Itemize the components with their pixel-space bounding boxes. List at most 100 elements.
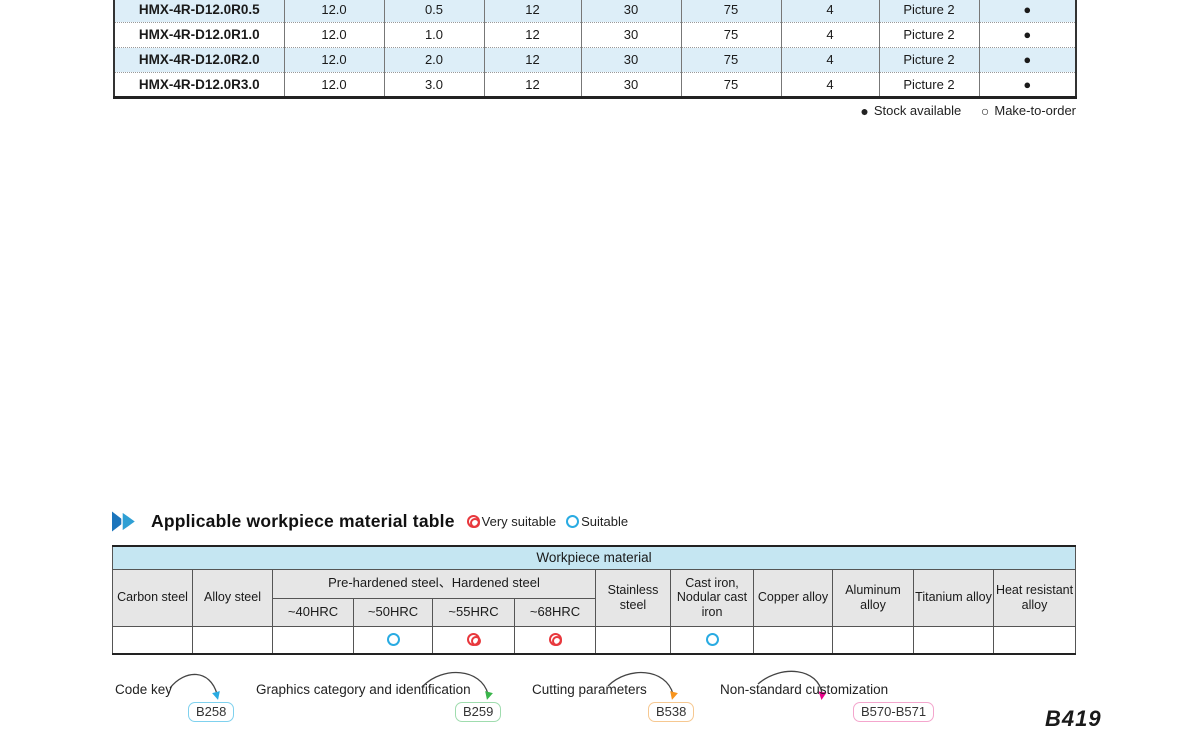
rating-cell	[754, 626, 833, 654]
spec-cell: 0.5	[384, 0, 484, 22]
col-header-alloy-steel: Alloy steel	[193, 569, 273, 626]
spec-cell: 2.0	[384, 47, 484, 72]
stock-cell: ●	[979, 0, 1076, 22]
spec-cell: 3.0	[384, 72, 484, 97]
model-cell: HMX-4R-D12.0R0.5	[114, 0, 284, 22]
spec-cell: 75	[681, 22, 781, 47]
page-number: B419	[1045, 706, 1102, 732]
col-header-55hrc: ~55HRC	[433, 598, 515, 626]
footer-links: Code key B258 Graphics category and identi…	[113, 666, 1076, 732]
double-chevron-icon	[112, 510, 142, 533]
col-header-carbon-steel: Carbon steel	[113, 569, 193, 626]
col-header-titanium-alloy: Titanium alloy	[914, 569, 994, 626]
picture-cell: Picture 2	[879, 47, 979, 72]
rating-cell	[596, 626, 671, 654]
model-cell: HMX-4R-D12.0R2.0	[114, 47, 284, 72]
spec-cell: 12.0	[284, 47, 384, 72]
footer-link-label: Cutting parameters	[532, 682, 647, 697]
footer-arrows	[113, 666, 1076, 732]
rating-legend: Very suitable Suitable	[467, 514, 638, 529]
rating-cell	[113, 626, 193, 654]
table-row: HMX-4R-D12.0R1.012.01.01230754Picture 2●	[114, 22, 1076, 47]
stock-legend: ● Stock available ○ Make-to-order	[113, 103, 1076, 119]
footer-link-label: Code key	[115, 682, 172, 697]
arrowhead-icon	[212, 691, 222, 701]
picture-cell: Picture 2	[879, 0, 979, 22]
model-cell: HMX-4R-D12.0R1.0	[114, 22, 284, 47]
rating-cell	[193, 626, 273, 654]
page-ref-button[interactable]: B570-B571	[853, 702, 934, 722]
spec-cell: 75	[681, 72, 781, 97]
spec-cell: 4	[781, 0, 879, 22]
rating-cell	[994, 626, 1076, 654]
rating-cell	[354, 626, 433, 654]
page-ref-button[interactable]: B259	[455, 702, 501, 722]
rating-cell	[914, 626, 994, 654]
spec-cell: 75	[681, 47, 781, 72]
spec-cell: 30	[581, 72, 681, 97]
page-ref-button[interactable]: B538	[648, 702, 694, 722]
suitable-icon	[566, 515, 579, 528]
catalog-table-body: HMX-4R-D12.0R0.512.00.51230754Picture 2●…	[114, 0, 1076, 97]
spec-cell: 30	[581, 0, 681, 22]
spec-cell: 12	[484, 0, 581, 22]
spec-cell: 4	[781, 72, 879, 97]
col-header-50hrc: ~50HRC	[354, 598, 433, 626]
arrow-curve	[170, 674, 217, 694]
col-header-40hrc: ~40HRC	[273, 598, 354, 626]
spec-cell: 4	[781, 47, 879, 72]
spec-cell: 12	[484, 47, 581, 72]
make-to-order-label: Make-to-order	[994, 103, 1076, 118]
very-suitable-icon	[549, 633, 562, 646]
rating-cell	[671, 626, 754, 654]
very-suitable-label: Very suitable	[482, 514, 556, 529]
spec-cell: 12	[484, 72, 581, 97]
table-row: HMX-4R-D12.0R2.012.02.01230754Picture 2●	[114, 47, 1076, 72]
very-suitable-icon	[467, 633, 480, 646]
col-header-68hrc: ~68HRC	[515, 598, 596, 626]
spec-cell: 1.0	[384, 22, 484, 47]
suitable-label: Suitable	[581, 514, 628, 529]
spec-cell: 30	[581, 47, 681, 72]
suitable-icon	[387, 633, 400, 646]
spec-cell: 12.0	[284, 0, 384, 22]
rating-cell	[273, 626, 354, 654]
arrowhead-icon	[483, 691, 493, 701]
table-row: HMX-4R-D12.0R0.512.00.51230754Picture 2●	[114, 0, 1076, 22]
col-header-hardened-steel-group: Pre-hardened steel、Hardened steel	[273, 569, 596, 598]
picture-cell: Picture 2	[879, 72, 979, 97]
table-row: HMX-4R-D12.0R3.012.03.01230754Picture 2●	[114, 72, 1076, 97]
arrowhead-icon	[668, 691, 678, 701]
col-header-cast-iron: Cast iron, Nodular cast iron	[671, 569, 754, 626]
rating-cell	[515, 626, 596, 654]
very-suitable-icon	[467, 515, 480, 528]
spec-cell: 12.0	[284, 22, 384, 47]
model-cell: HMX-4R-D12.0R3.0	[114, 72, 284, 97]
catalog-page: HMX-4R-D12.0R0.512.00.51230754Picture 2●…	[0, 0, 1187, 753]
rating-cell	[833, 626, 914, 654]
stock-available-icon: ●	[860, 103, 868, 119]
spec-cell: 12.0	[284, 72, 384, 97]
suitable-icon	[706, 633, 719, 646]
stock-available-label: Stock available	[874, 103, 961, 118]
rating-cell	[433, 626, 515, 654]
col-header-copper-alloy: Copper alloy	[754, 569, 833, 626]
col-header-heat-resistant-alloy: Heat resistant alloy	[994, 569, 1076, 626]
stock-cell: ●	[979, 22, 1076, 47]
make-to-order-icon: ○	[981, 103, 989, 119]
footer-link-label: Graphics category and identification	[256, 682, 471, 697]
picture-cell: Picture 2	[879, 22, 979, 47]
spec-cell: 12	[484, 22, 581, 47]
footer-link-label: Non-standard customization	[720, 682, 888, 697]
section-title: Applicable workpiece material table	[151, 511, 455, 532]
spec-cell: 4	[781, 22, 879, 47]
section-header: Applicable workpiece material table Very…	[112, 507, 638, 535]
workpiece-table-title: Workpiece material	[113, 546, 1076, 569]
workpiece-material-table: Workpiece material Carbon steel Alloy st…	[112, 545, 1076, 655]
col-header-stainless-steel: Stainless steel	[596, 569, 671, 626]
col-header-aluminum-alloy: Aluminum alloy	[833, 569, 914, 626]
page-ref-button[interactable]: B258	[188, 702, 234, 722]
catalog-table: HMX-4R-D12.0R0.512.00.51230754Picture 2●…	[113, 0, 1077, 99]
spec-cell: 30	[581, 22, 681, 47]
spec-cell: 75	[681, 0, 781, 22]
